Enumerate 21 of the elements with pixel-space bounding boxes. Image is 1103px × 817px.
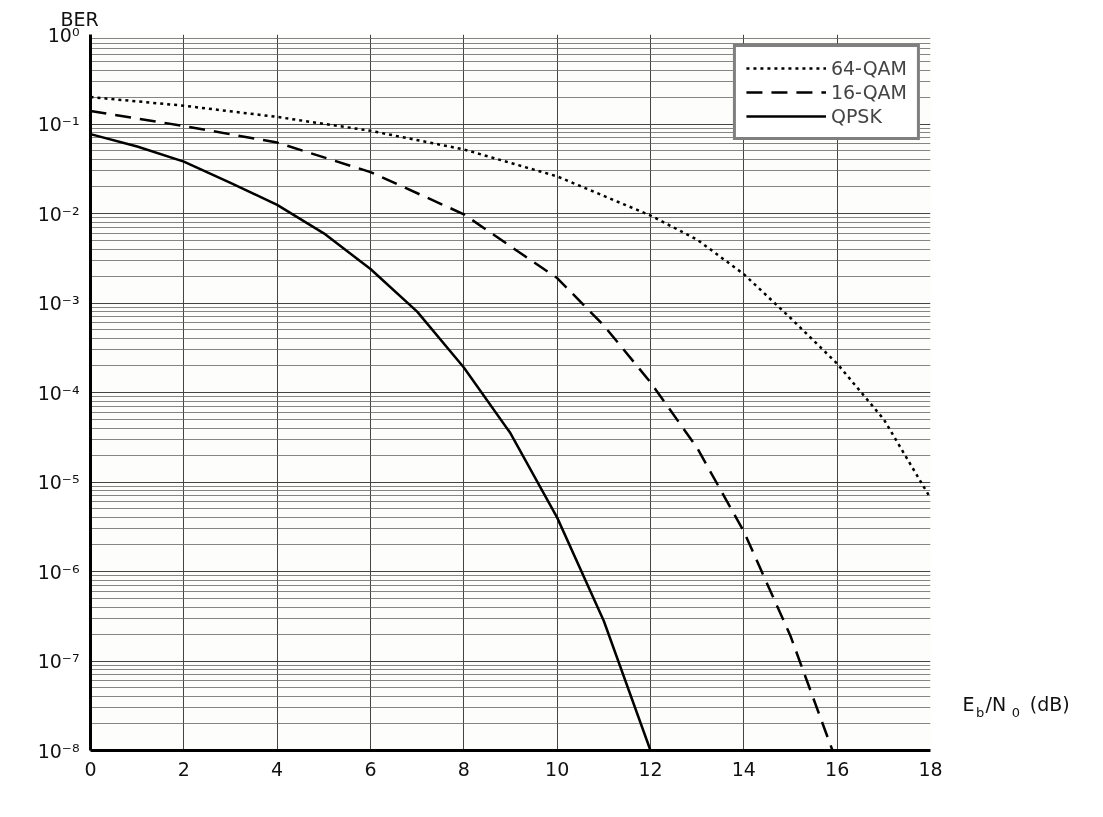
x-tick-label: 0 xyxy=(84,757,97,780)
x-tick-label: 8 xyxy=(457,757,470,780)
y-tick-label: 10⁻³ xyxy=(37,292,80,314)
x-tick-label: 18 xyxy=(918,757,943,780)
y-tick-label: 10⁻⁴ xyxy=(37,381,80,404)
x-tick-label: 12 xyxy=(638,757,663,780)
y-tick-label: 10⁻¹ xyxy=(37,113,80,135)
x-tick-label: 16 xyxy=(825,757,850,780)
y-tick-label: 10⁻⁵ xyxy=(37,471,80,493)
legend-label: QPSK xyxy=(830,105,882,127)
legend-label: 16-QAM xyxy=(830,81,907,103)
y-tick-label: 10⁻⁶ xyxy=(37,560,80,583)
x-tick-label: 2 xyxy=(177,757,190,780)
y-tick-label: 10⁻⁷ xyxy=(37,650,80,672)
x-tick-label: 6 xyxy=(364,757,377,780)
x-tick-label: 4 xyxy=(271,757,284,780)
x-tick-label: 14 xyxy=(731,757,756,780)
y-tick-label: 10⁻² xyxy=(37,202,80,225)
x-tick-label: 10 xyxy=(545,757,570,780)
y-tick-label: 10⁻⁸ xyxy=(37,739,80,762)
legend-label: 64-QAM xyxy=(830,57,907,79)
